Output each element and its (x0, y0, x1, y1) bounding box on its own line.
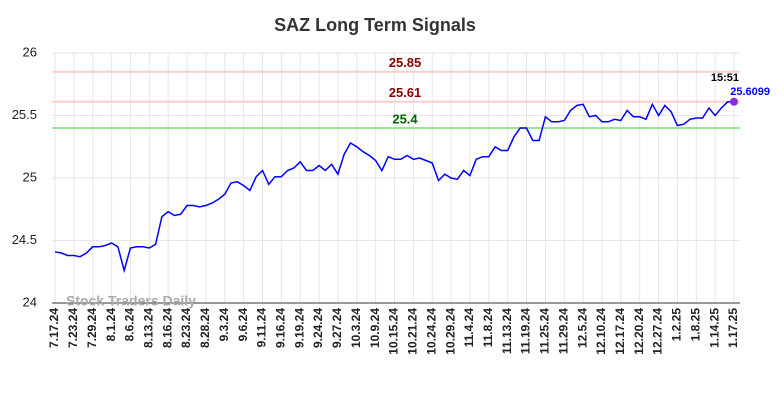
x-tick-label: 10.15.24 (387, 308, 401, 355)
x-tick-label: 9.16.24 (274, 308, 288, 348)
last-value: 25.6099 (730, 86, 770, 98)
chart-title: SAZ Long Term Signals (274, 15, 476, 35)
x-tick-label: 12.10.24 (594, 308, 608, 355)
x-tick-label: 9.6.24 (236, 308, 250, 342)
x-tick-label: 12.20.24 (632, 308, 646, 355)
x-tick-label: 12.27.24 (651, 308, 665, 355)
watermark: Stock Traders Daily (66, 293, 196, 309)
x-tick-label: 1.8.25 (688, 308, 702, 342)
y-tick-label: 25 (23, 169, 37, 184)
x-tick-label: 9.11.24 (255, 308, 269, 348)
x-tick-label: 9.27.24 (330, 308, 344, 348)
x-tick-label: 9.19.24 (292, 308, 306, 348)
series-line (54, 101, 734, 274)
y-tick-label: 24 (23, 294, 37, 309)
y-tick-label: 26 (23, 44, 37, 59)
x-tick-label: 12.5.24 (575, 308, 589, 348)
x-tick-label: 7.17.24 (47, 308, 61, 348)
x-tick-label: 10.3.24 (349, 308, 363, 348)
x-tick-label: 1.17.25 (726, 308, 740, 348)
reference-label: 25.61 (389, 85, 422, 100)
x-tick-label: 10.29.24 (443, 308, 457, 355)
x-tick-label: 11.13.24 (500, 308, 514, 354)
x-tick-label: 10.21.24 (406, 308, 420, 355)
x-tick-label: 11.8.24 (481, 308, 495, 348)
x-tick-label: 8.28.24 (198, 308, 212, 348)
x-tick-label: 11.4.24 (462, 308, 476, 348)
reference-label: 25.4 (392, 111, 418, 126)
x-tick-label: 8.1.24 (104, 308, 118, 342)
x-tick-label: 1.14.25 (707, 308, 721, 348)
x-tick-label: 11.29.24 (556, 308, 570, 354)
x-tick-label: 1.2.25 (670, 308, 684, 342)
x-tick-label: 7.29.24 (85, 308, 99, 348)
x-tick-label: 10.9.24 (368, 308, 382, 348)
x-tick-label: 9.3.24 (217, 308, 231, 342)
last-time: 15:51 (711, 72, 739, 84)
x-tick-label: 10.24.24 (424, 308, 438, 355)
x-tick-label: 8.6.24 (123, 308, 137, 342)
x-tick-label: 11.19.24 (519, 308, 533, 354)
x-tick-label: 12.17.24 (613, 308, 627, 355)
y-tick-label: 24.5 (12, 232, 37, 247)
x-tick-label: 11.25.24 (538, 308, 552, 354)
x-tick-label: 8.13.24 (141, 308, 155, 348)
y-tick-label: 25.5 (12, 107, 37, 122)
x-tick-label: 8.16.24 (160, 308, 174, 348)
x-tick-label: 7.23.24 (66, 308, 80, 348)
x-tick-label: 8.23.24 (179, 308, 193, 348)
reference-label: 25.85 (389, 55, 422, 70)
last-point (730, 97, 738, 106)
x-tick-label: 9.24.24 (311, 308, 325, 348)
